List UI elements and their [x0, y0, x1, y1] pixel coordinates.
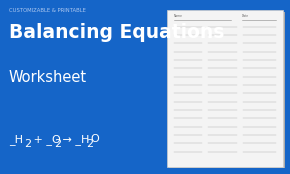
Text: → _H: → _H — [59, 134, 90, 145]
Text: CUSTOMIZABLE & PRINTABLE: CUSTOMIZABLE & PRINTABLE — [9, 8, 86, 13]
Text: + _O: + _O — [30, 134, 61, 145]
Text: Name: Name — [174, 14, 183, 18]
Text: Balancing Equations: Balancing Equations — [9, 23, 224, 42]
Text: _H: _H — [9, 134, 23, 145]
Text: 2: 2 — [24, 139, 31, 149]
FancyBboxPatch shape — [169, 12, 285, 168]
Text: 2: 2 — [86, 139, 93, 149]
Text: 2: 2 — [55, 139, 62, 149]
FancyBboxPatch shape — [167, 10, 283, 167]
Text: Date: Date — [242, 14, 249, 18]
Text: O: O — [91, 134, 99, 144]
Text: Worksheet: Worksheet — [9, 70, 87, 85]
